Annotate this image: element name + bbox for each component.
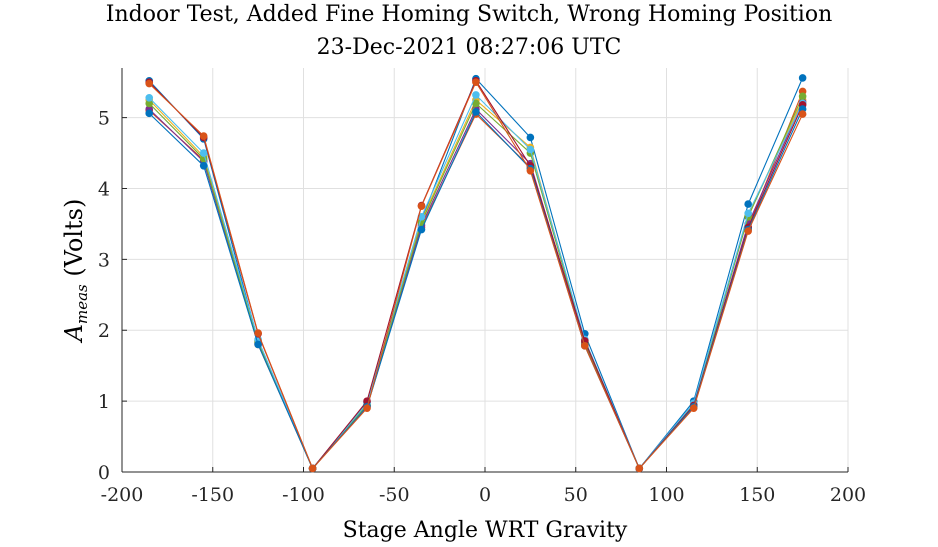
data-point [199,132,208,140]
x-tick-label: -200 [101,484,144,506]
y-axis-label: Ameas (Volts) [60,199,91,344]
data-point [254,340,262,349]
data-point [472,108,480,116]
y-tick-label: 2 [98,320,110,342]
data-point [635,464,644,473]
data-point [417,202,426,211]
data-point [744,209,752,218]
data-point [526,133,535,142]
data-point [744,227,752,235]
y-tick-label: 5 [98,108,110,130]
data-point [798,92,807,101]
data-point [308,464,317,473]
data-point [199,149,208,157]
x-tick-label: -50 [379,484,410,506]
x-tick-label: 50 [564,484,588,506]
x-tick-label: -150 [191,484,234,506]
y-tick-label: 1 [98,391,110,413]
x-tick-label: 150 [739,484,775,506]
x-tick-label: -100 [282,484,325,506]
x-tick-label: 200 [830,484,866,506]
chart-title: Indoor Test, Added Fine Homing Switch, W… [105,2,833,27]
data-point [798,110,807,118]
data-point [744,200,752,208]
data-point [145,109,154,118]
chart-subtitle: 23-Dec-2021 08:27:06 UTC [316,35,622,60]
data-point [363,404,371,413]
data-point [689,404,698,413]
x-tick-label: 0 [479,484,491,506]
y-tick-label: 3 [98,249,110,271]
data-point [472,91,480,99]
data-point [199,162,208,170]
data-point [145,99,154,108]
x-axis-label: Stage Angle WRT Gravity [343,518,628,543]
data-point [798,74,807,82]
y-tick-label: 4 [98,178,110,200]
data-point [145,93,154,102]
data-point [526,166,535,175]
data-point [254,329,262,337]
data-point [581,342,589,350]
data-point [472,99,480,108]
y-tick-label: 0 [98,462,110,484]
data-point [145,79,154,88]
x-tick-label: 100 [648,484,684,506]
data-point [417,225,426,234]
data-point [472,78,480,86]
data-point [526,145,535,154]
